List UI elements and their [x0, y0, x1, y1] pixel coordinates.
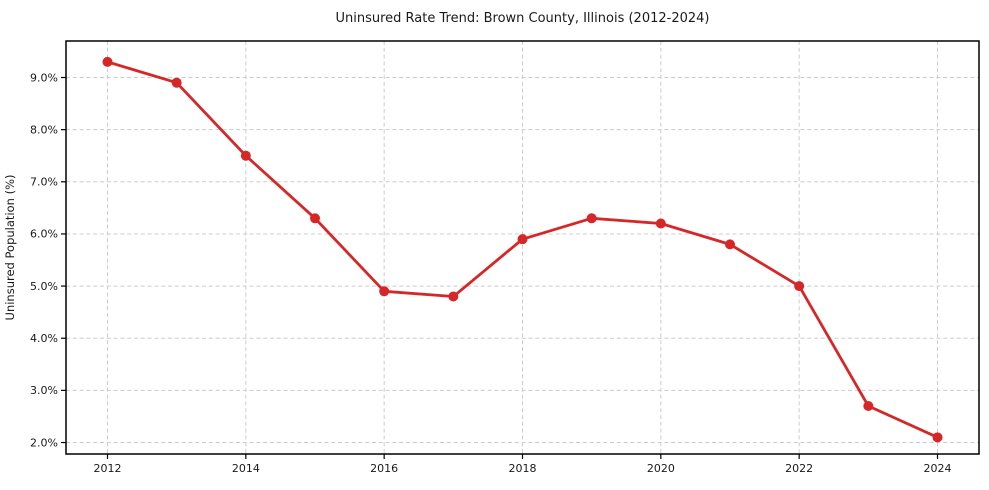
y-tick-label: 4.0%	[30, 332, 58, 345]
data-point	[932, 432, 943, 443]
data-point	[517, 234, 528, 245]
data-point	[725, 239, 735, 250]
y-tick-label: 6.0%	[30, 228, 58, 241]
y-tick-labels: 2.0% 3.0% 4.0% 5.0% 6.0% 7.0% 8.0% 9.0%	[30, 71, 58, 449]
y-axis-label: Uninsured Population (%)	[3, 175, 17, 321]
y-tick-label: 9.0%	[30, 71, 58, 84]
x-tick-labels: 2012 2014 2016 2018 2020 2022 2024	[94, 462, 952, 475]
data-point	[240, 150, 251, 161]
x-tick-label: 2014	[232, 462, 260, 475]
y-tick-label: 2.0%	[30, 436, 58, 449]
data-point	[448, 291, 459, 302]
y-tick-label: 5.0%	[30, 280, 58, 293]
data-point	[310, 213, 320, 224]
data-point	[863, 401, 874, 412]
data-point	[586, 213, 597, 224]
x-tick-label: 2016	[370, 462, 398, 475]
x-tick-label: 2022	[785, 462, 813, 475]
y-tick-label: 8.0%	[30, 123, 58, 136]
axis-ticks	[61, 76, 939, 459]
y-tick-label: 7.0%	[30, 176, 58, 189]
data-point	[655, 218, 666, 229]
data-series	[102, 56, 943, 443]
x-tick-label: 2024	[924, 462, 952, 475]
y-tick-label: 3.0%	[30, 384, 58, 397]
data-point	[102, 56, 113, 67]
x-tick-label: 2018	[509, 462, 537, 475]
data-point	[171, 77, 182, 88]
data-point	[794, 281, 805, 292]
x-tick-label: 2020	[647, 462, 675, 475]
chart-title: Uninsured Rate Trend: Brown County, Illi…	[336, 11, 710, 26]
x-tick-label: 2012	[94, 462, 122, 475]
data-point	[379, 286, 390, 297]
gridlines	[66, 41, 979, 454]
